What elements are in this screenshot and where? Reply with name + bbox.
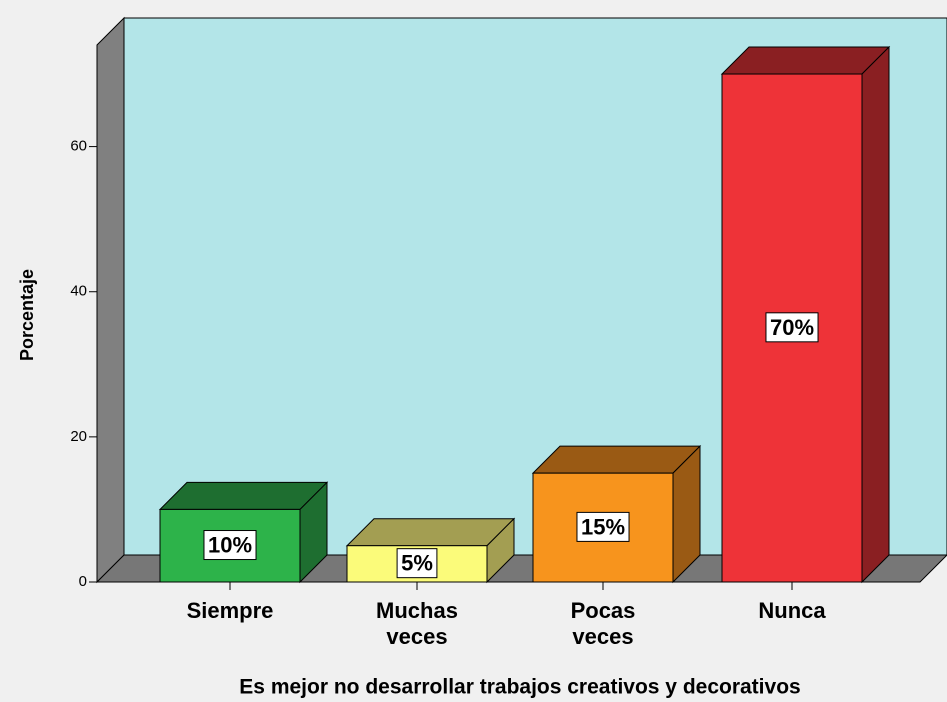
bar-top xyxy=(720,46,891,75)
value-label-box xyxy=(765,312,819,343)
x-tick-label: Siempre xyxy=(186,598,274,623)
bar-side xyxy=(861,45,890,584)
bar-top xyxy=(531,445,702,474)
value-label-box xyxy=(396,548,438,579)
value-label: 70% xyxy=(770,315,814,340)
value-label: 15% xyxy=(581,514,625,539)
value-label: 5% xyxy=(401,551,433,576)
y-tick-label: 20 xyxy=(70,428,87,445)
x-tick-label: Pocas veces xyxy=(570,598,636,649)
bar-top xyxy=(345,518,516,547)
value-label-box xyxy=(576,511,630,542)
value-label: 10% xyxy=(208,533,252,558)
x-tick-label: Muchas veces xyxy=(376,598,458,649)
x-tick-label: Nunca xyxy=(758,598,826,623)
y-tick-label: 40 xyxy=(70,283,87,300)
bar-top xyxy=(158,481,329,510)
value-label-box xyxy=(203,530,257,561)
y-axis-label: Porcentaje xyxy=(17,269,37,361)
x-axis-label: Es mejor no desarrollar trabajos creativ… xyxy=(239,676,800,699)
left-wall xyxy=(96,16,125,584)
y-tick-label: 60 xyxy=(70,138,87,155)
y-tick-label: 0 xyxy=(79,573,87,590)
